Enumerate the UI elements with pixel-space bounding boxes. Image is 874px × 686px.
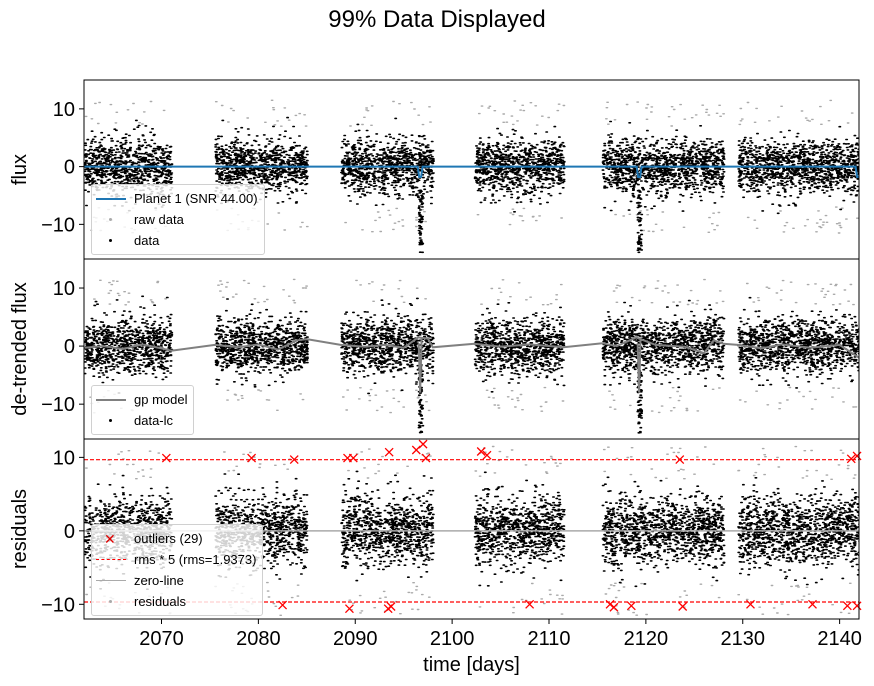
outlier-marker xyxy=(852,451,862,461)
x-axis-label: time [days] xyxy=(423,654,520,676)
outlier-marker xyxy=(384,447,394,457)
outlier-marker xyxy=(247,453,257,463)
y-tick-label: 10 xyxy=(53,278,75,300)
legend-gp: gp model xyxy=(134,392,188,407)
outlier-marker xyxy=(746,599,755,609)
x-tick-label: 2110 xyxy=(527,628,570,650)
x-tick-label: 2070 xyxy=(139,628,184,650)
data-points xyxy=(84,116,859,254)
outlier-marker xyxy=(675,455,685,465)
panel-residuals-frame xyxy=(83,438,860,620)
y-tick-label: 0 xyxy=(64,336,75,358)
outlier-marker xyxy=(626,601,636,611)
outlier-marker xyxy=(808,599,817,609)
x-tick-label: 2100 xyxy=(430,628,475,650)
panel-detrended-plot xyxy=(84,278,859,434)
legend-data: data xyxy=(134,233,160,248)
legend-outliers: outliers (29) xyxy=(134,531,203,546)
flux-legend: Planet 1 (SNR 44.00) raw data data xyxy=(91,184,265,255)
legend-data-lc: data-lc xyxy=(134,413,174,428)
x-tick-label: 2120 xyxy=(624,628,669,650)
y-axis-label: residuals xyxy=(9,489,31,569)
gp-model-dip xyxy=(636,337,642,393)
outlier-marker xyxy=(525,599,535,609)
y-axis-label: de-trended flux xyxy=(9,282,31,415)
y-tick-label: 0 xyxy=(64,157,75,179)
residuals-legend: ✕ outliers (29) rms * 5 (rms=1.9373) zero… xyxy=(91,524,264,616)
outlier-marker xyxy=(421,453,431,463)
y-tick-label: 10 xyxy=(53,99,75,121)
outlier-marker xyxy=(161,453,171,463)
data-points xyxy=(84,295,859,434)
outlier-marker xyxy=(605,599,615,609)
outlier-marker xyxy=(846,454,856,464)
legend-zero: zero-line xyxy=(134,573,184,588)
x-tick-label: 2140 xyxy=(817,628,862,650)
raw-data-points xyxy=(85,445,857,616)
outlier-marker xyxy=(852,601,862,611)
x-tick-label: 2090 xyxy=(333,628,378,650)
outlier-marker xyxy=(842,601,852,611)
gp-model-dip xyxy=(417,337,423,393)
outlier-marker xyxy=(609,602,619,612)
y-tick-label: −10 xyxy=(41,394,75,416)
y-tick-label: 0 xyxy=(64,521,75,543)
detrended-legend: gp model data-lc xyxy=(91,385,195,435)
outlier-marker xyxy=(386,602,396,611)
outlier-marker xyxy=(289,455,299,465)
x-tick-label: 2130 xyxy=(721,628,766,650)
y-tick-label: −10 xyxy=(41,594,75,616)
y-tick-label: 10 xyxy=(53,447,75,469)
raw-data-points xyxy=(89,278,858,414)
figure-title: 99% Data Displayed xyxy=(328,6,546,33)
outlier-marker xyxy=(278,600,288,610)
outlier-marker xyxy=(418,439,428,449)
legend-rms: rms * 5 (rms=1.9373) xyxy=(134,552,257,567)
outlier-marker xyxy=(678,602,688,611)
legend-residuals: residuals xyxy=(134,594,187,609)
outlier-marker xyxy=(348,453,358,463)
gp-model-line xyxy=(84,336,859,359)
outlier-marker xyxy=(344,604,354,614)
y-tick-label: −10 xyxy=(41,214,75,236)
outlier-marker xyxy=(476,447,486,456)
legend-model: Planet 1 (SNR 44.00) xyxy=(134,191,258,206)
x-tick-label: 2080 xyxy=(236,628,281,650)
outlier-marker xyxy=(482,450,492,460)
y-axis-label: flux xyxy=(9,154,31,185)
legend-raw: raw data xyxy=(134,212,184,227)
